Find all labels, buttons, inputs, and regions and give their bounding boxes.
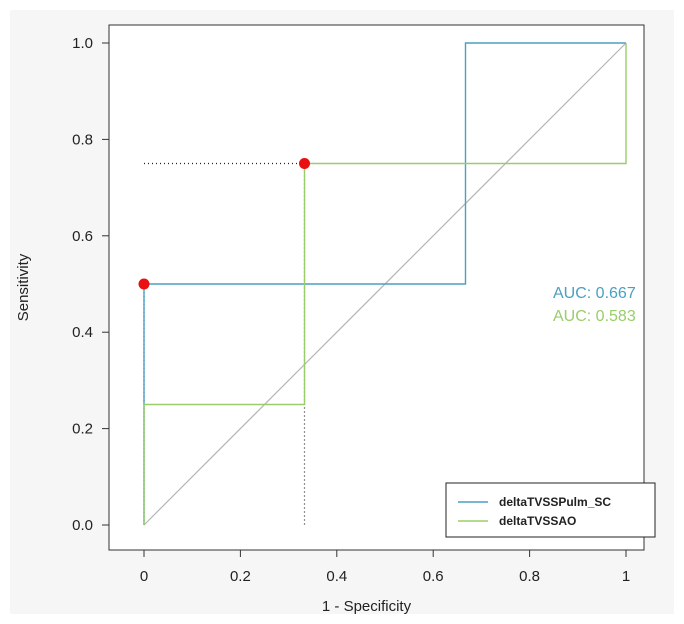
y-tick-label: 0.6 (72, 228, 93, 245)
y-tick-label: 0.2 (72, 421, 93, 438)
auc-label: AUC: 0.583 (553, 308, 636, 325)
auc-label: AUC: 0.667 (553, 285, 636, 302)
y-tick-label: 0.4 (72, 324, 93, 341)
x-tick-label: 0.4 (326, 568, 347, 585)
y-tick-label: 0.8 (72, 131, 93, 148)
plot-area (108, 24, 645, 551)
threshold-point (138, 278, 150, 290)
roc-chart: 0 0.2 0.4 0.6 0.8 1 0.0 0.2 0.4 0.6 0.8 1.0 1 - Spec… (15, 24, 656, 614)
y-axis-title: Sensitivity (15, 253, 32, 321)
legend-label: deltaTVSSAO (499, 514, 576, 528)
threshold-point (299, 158, 311, 169)
y-tick-label: 0.0 (72, 517, 93, 534)
y-tick-label: 1.0 (72, 35, 93, 52)
chart-frame: 0 0.2 0.4 0.6 0.8 1 0.0 0.2 0.4 0.6 0.8 1.0 1 - Spec… (10, 10, 674, 614)
x-tick-label: 0.8 (519, 568, 540, 585)
legend-box (445, 482, 656, 538)
x-tick-label: 0.6 (423, 568, 444, 585)
x-axis-title: 1 - Specificity (322, 598, 412, 614)
x-tick-label: 1 (622, 568, 630, 585)
x-tick-label: 0.2 (230, 568, 251, 585)
x-tick-label: 0 (140, 568, 148, 585)
legend-label: deltaTVSSPulm_SC (499, 495, 611, 509)
